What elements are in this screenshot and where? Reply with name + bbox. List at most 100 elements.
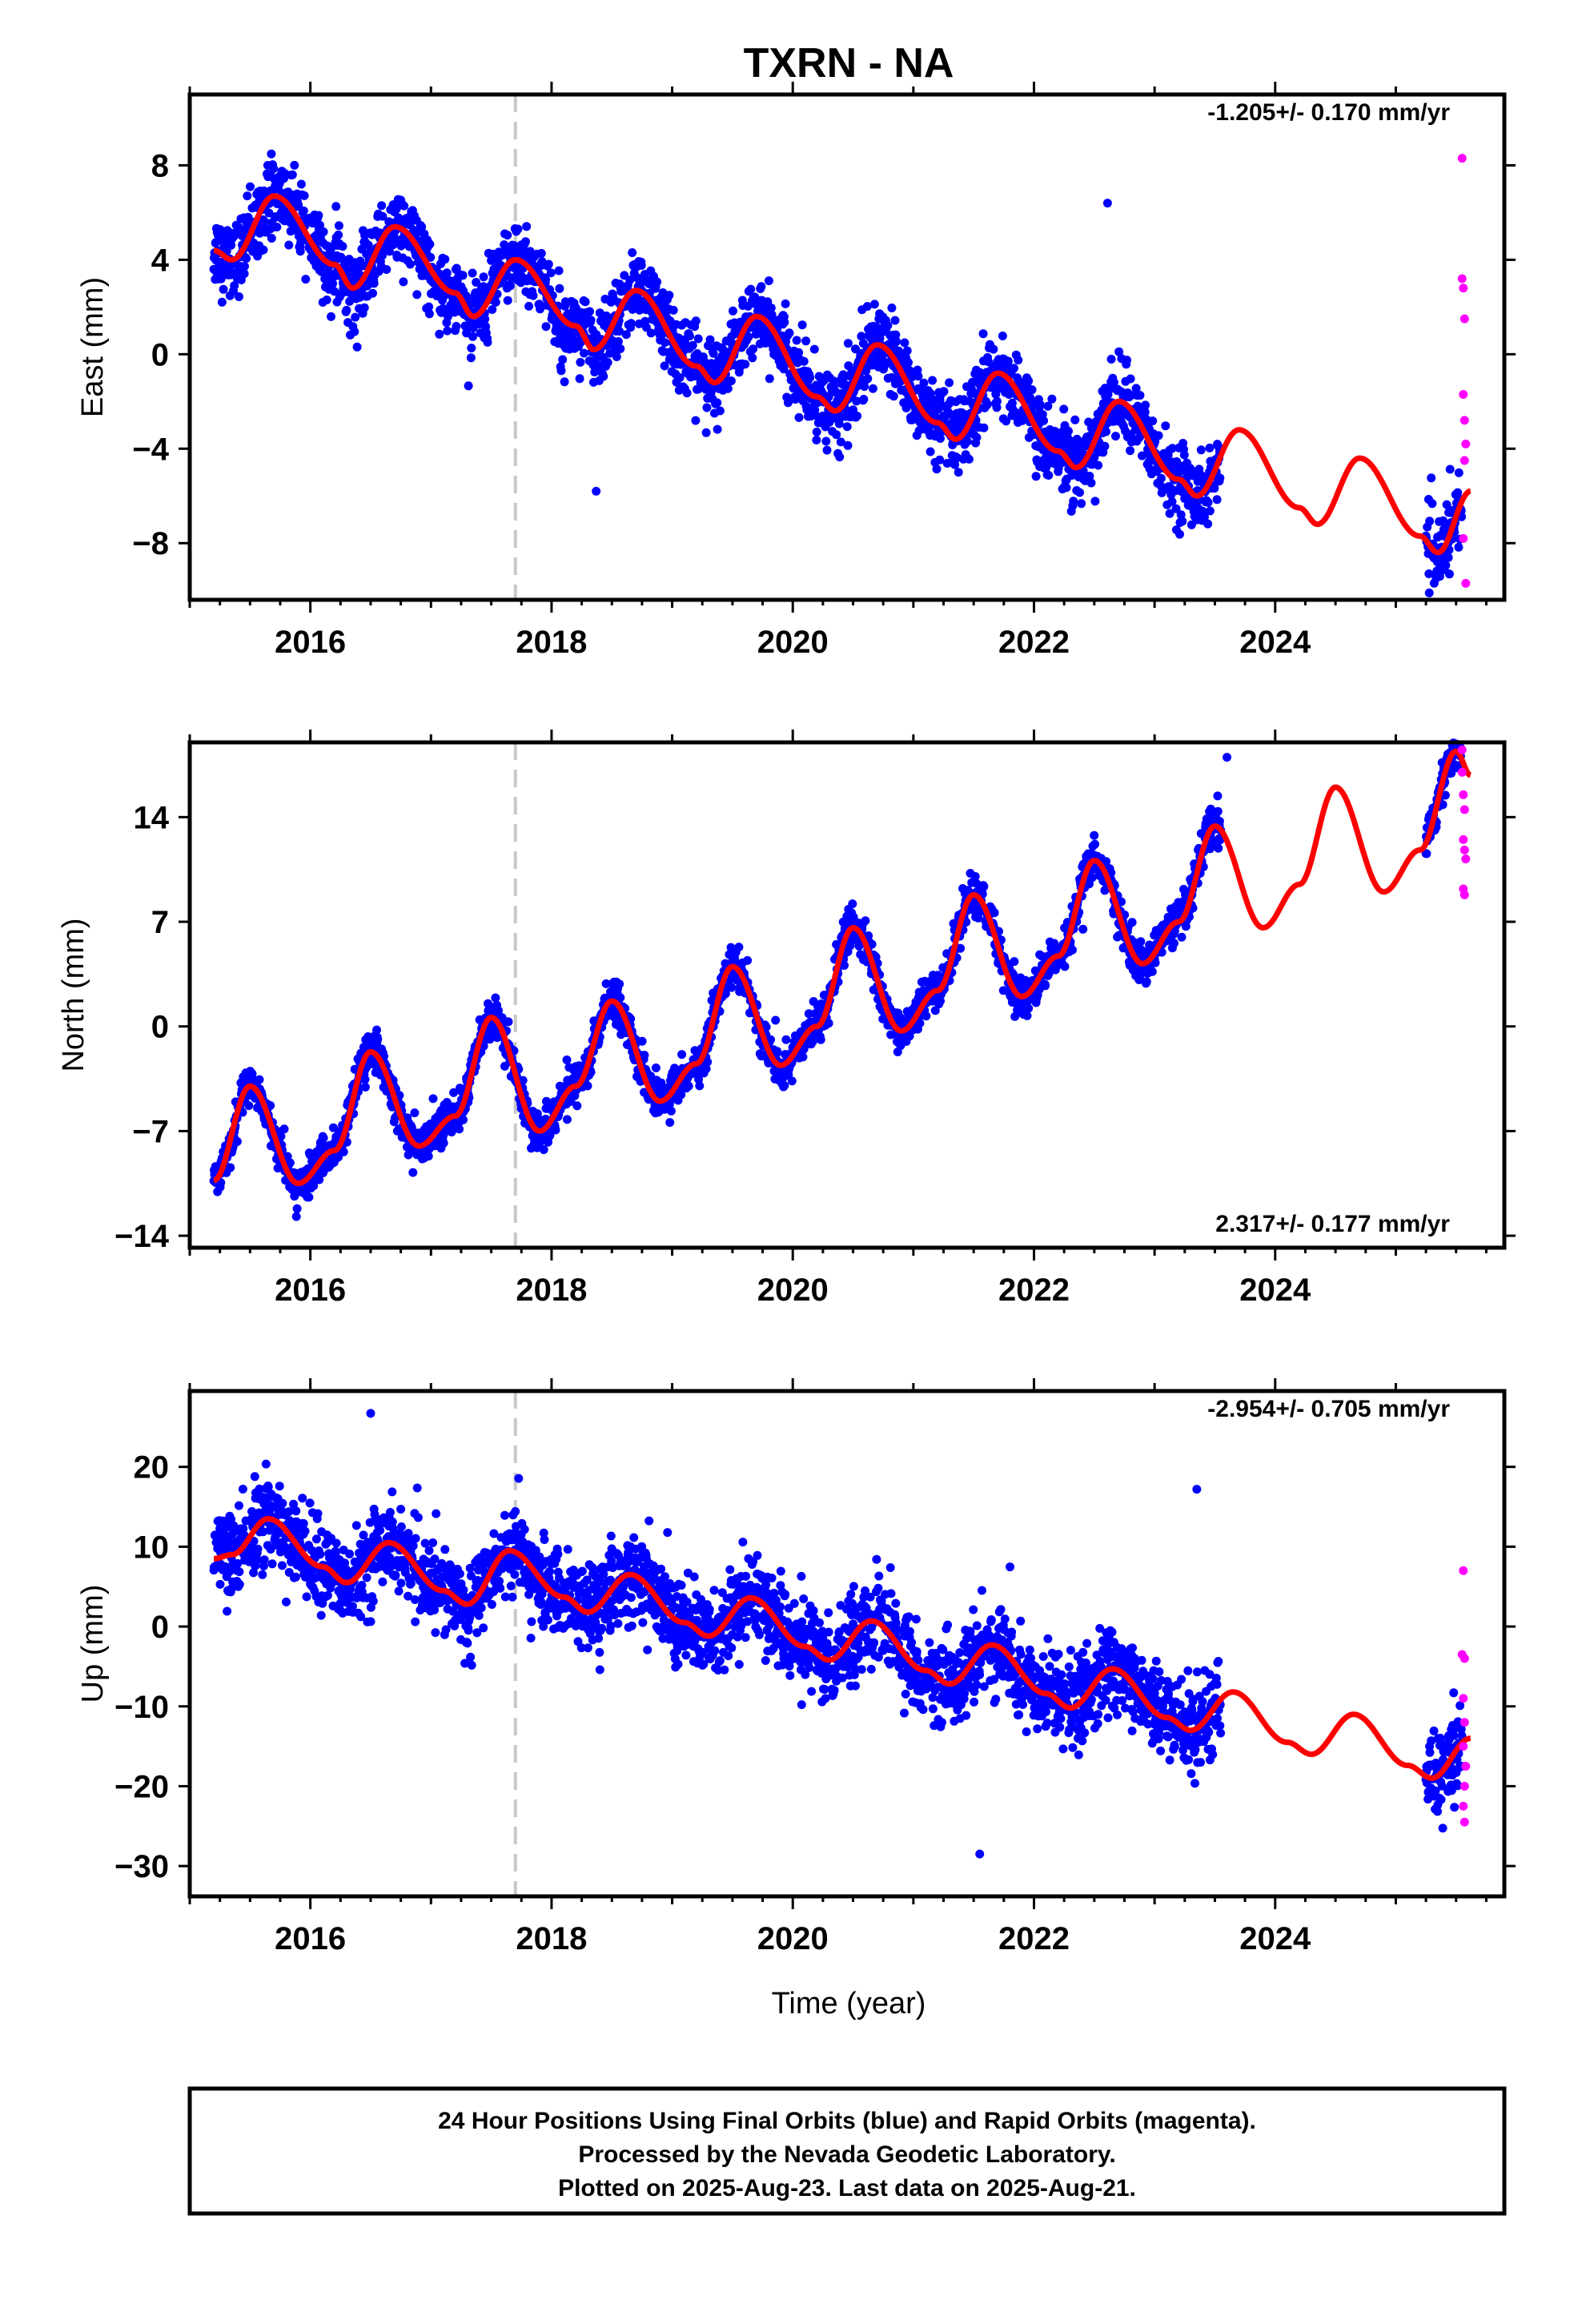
- data-point: [1031, 472, 1041, 481]
- data-point: [766, 304, 776, 312]
- data-point: [491, 993, 500, 1003]
- data-point: [513, 224, 523, 234]
- data-point: [921, 1011, 931, 1021]
- data-point: [892, 336, 901, 346]
- data-point: [351, 312, 360, 322]
- data-point: [625, 275, 635, 285]
- data-point: [424, 302, 434, 312]
- data-point: [889, 392, 898, 401]
- data-point: [615, 979, 624, 989]
- data-point: [992, 396, 1002, 406]
- data-point: [1179, 450, 1189, 460]
- data-point: [1148, 416, 1158, 426]
- rapid-orbit-point: [1460, 456, 1469, 465]
- data-point: [269, 164, 279, 173]
- data-point: [294, 200, 303, 210]
- data-point: [688, 340, 697, 350]
- data-point: [1161, 421, 1170, 431]
- data-point: [1077, 499, 1086, 509]
- data-point: [665, 1118, 675, 1128]
- data-point: [869, 300, 879, 309]
- data-point: [729, 306, 737, 316]
- data-point: [757, 282, 766, 292]
- data-point: [1424, 569, 1434, 578]
- data-point: [902, 346, 912, 356]
- data-point: [669, 305, 678, 315]
- data-point: [783, 398, 793, 408]
- data-point: [821, 436, 831, 446]
- data-point: [809, 344, 819, 354]
- data-point: [255, 1075, 264, 1084]
- data-point: [709, 348, 718, 358]
- data-point: [661, 338, 669, 348]
- data-point: [926, 447, 935, 456]
- data-point: [479, 272, 488, 282]
- data-point: [554, 266, 564, 275]
- data-point: [964, 454, 974, 464]
- data-point: [1441, 561, 1451, 570]
- data-point: [603, 358, 612, 367]
- data-point: [900, 338, 909, 348]
- data-point: [1203, 497, 1213, 507]
- data-point: [373, 1035, 383, 1044]
- data-point: [1205, 443, 1215, 452]
- data-point: [528, 291, 538, 300]
- data-point: [1106, 355, 1116, 364]
- y-tick-label: 4: [151, 243, 170, 278]
- data-point: [883, 321, 893, 330]
- data-point: [417, 222, 427, 231]
- data-point: [1070, 415, 1080, 424]
- data-point: [1039, 416, 1049, 425]
- data-point: [677, 360, 686, 369]
- data-point: [296, 179, 306, 189]
- data-point: [585, 307, 594, 316]
- final-orbit-points: [209, 149, 1467, 597]
- final-orbit-points: [209, 738, 1467, 1221]
- data-point: [319, 227, 328, 236]
- data-point: [435, 329, 444, 339]
- data-point: [794, 348, 804, 357]
- data-point: [848, 899, 857, 909]
- data-point: [576, 357, 585, 367]
- data-point: [861, 916, 870, 926]
- data-point: [284, 240, 294, 250]
- data-point: [536, 248, 546, 258]
- outlier-point: [1102, 199, 1112, 208]
- data-point: [780, 317, 789, 327]
- data-point: [575, 374, 584, 384]
- data-point: [1010, 957, 1019, 967]
- data-point: [315, 220, 324, 230]
- data-point: [1014, 356, 1023, 365]
- data-point: [1203, 519, 1213, 529]
- y-tick-label: 0: [151, 337, 169, 372]
- data-point: [480, 314, 490, 324]
- data-point: [743, 955, 753, 965]
- data-point: [771, 1015, 781, 1025]
- data-point: [1111, 432, 1120, 441]
- data-point: [260, 217, 270, 227]
- data-point: [539, 1145, 548, 1155]
- data-point: [551, 1125, 560, 1135]
- data-point: [1444, 569, 1454, 579]
- data-point: [301, 275, 311, 284]
- data-point: [360, 1083, 370, 1092]
- data-point: [1154, 431, 1163, 440]
- data-point: [226, 1163, 235, 1172]
- data-point: [919, 378, 929, 388]
- data-point: [801, 336, 811, 346]
- data-point: [287, 170, 297, 179]
- data-point: [935, 455, 945, 464]
- y-tick-label: −8: [132, 526, 169, 561]
- data-point: [412, 290, 422, 300]
- data-point: [350, 327, 359, 336]
- data-point: [219, 284, 228, 294]
- data-point: [810, 405, 820, 415]
- data-point: [369, 279, 379, 288]
- data-point: [990, 908, 999, 918]
- data-point: [491, 297, 500, 307]
- data-point: [1427, 473, 1436, 483]
- rapid-orbit-point: [1457, 274, 1467, 283]
- data-point: [1178, 517, 1187, 526]
